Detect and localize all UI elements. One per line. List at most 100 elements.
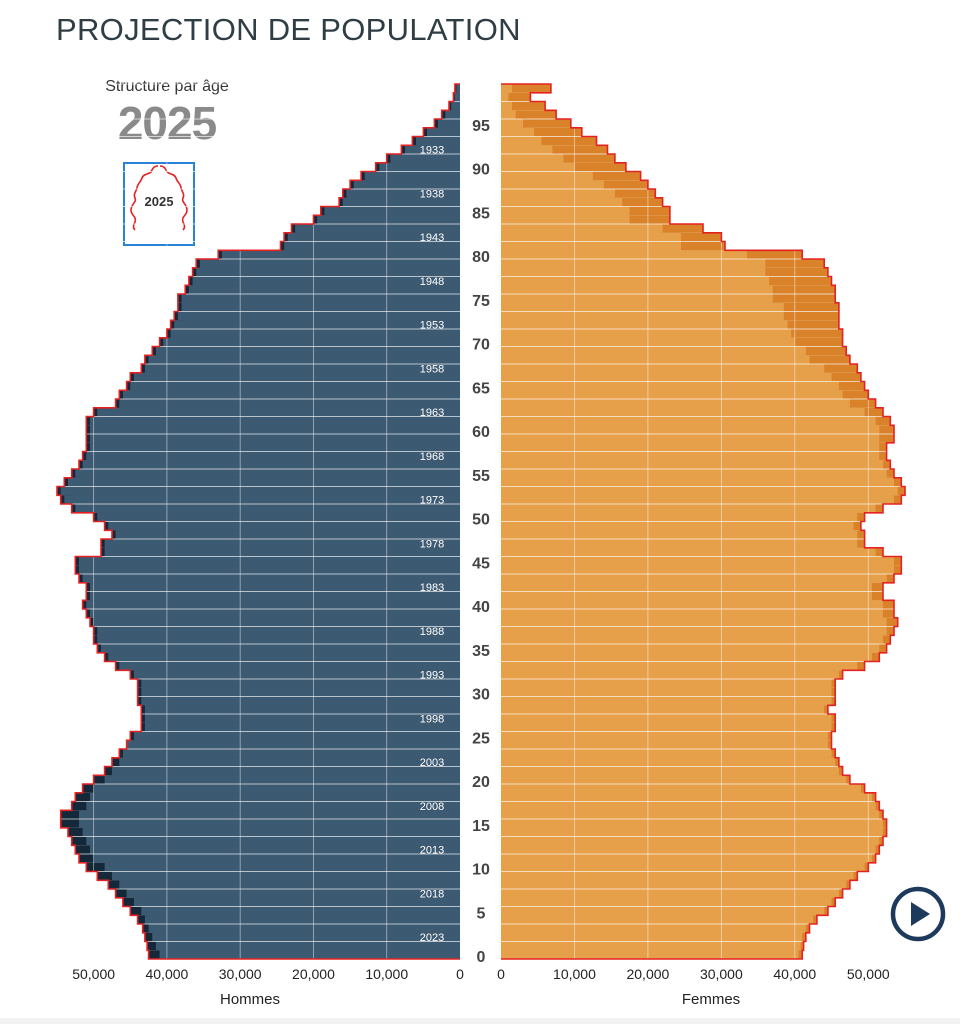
bar-hommes-age-99 — [456, 84, 460, 93]
bar-hommes-age-75 — [181, 294, 460, 303]
bar-hommes-age-98 — [454, 92, 460, 102]
bar-hommes-age-29 — [141, 696, 460, 706]
bar-hommes-age-11 — [93, 854, 461, 863]
outline-femmes — [501, 83, 906, 960]
bar-femmes-age-27 — [501, 714, 832, 723]
bar-hommes-age-59 — [89, 434, 461, 443]
birth-year-label: 2023 — [420, 932, 444, 944]
bar-femmes-age-17 — [501, 801, 876, 811]
bar-femmes-age-72 — [501, 320, 788, 329]
bar-hommes-age-46 — [104, 547, 461, 557]
bar-hommes-age-10 — [104, 862, 461, 872]
bar-femmes-age-75 — [501, 294, 773, 303]
age-tick-label: 50 — [472, 512, 490, 529]
bar-femmes-age-34 — [501, 652, 872, 662]
birth-year-label: 1948 — [420, 276, 444, 288]
bar-hommes-age-57 — [86, 451, 461, 461]
age-tick-label: 80 — [472, 249, 490, 266]
xlabel-hommes: Hommes — [220, 991, 280, 1008]
bar-femmes-age-65 — [501, 381, 839, 391]
play-triangle-icon — [911, 902, 930, 926]
age-tick-label: 60 — [472, 424, 490, 441]
bar-hommes-age-6 — [133, 897, 460, 907]
bar-hommes-age-83 — [295, 224, 460, 233]
bar-femmes-age-78 — [501, 267, 766, 277]
bar-femmes-age-20 — [501, 775, 847, 784]
bar-hommes-age-66 — [133, 372, 460, 382]
bar-femmes-age-74 — [501, 302, 784, 312]
bar-femmes-age-88 — [501, 180, 604, 189]
bar-femmes-age-85 — [501, 206, 630, 216]
mini-pyramid-thumbnail[interactable]: 2025 — [123, 162, 195, 246]
bar-hommes-age-38 — [93, 617, 461, 627]
bar-femmes-age-15 — [501, 819, 883, 828]
bar-hommes-age-73 — [177, 311, 460, 321]
bar-femmes-age-83 — [501, 224, 663, 233]
bar-hommes-age-79 — [199, 259, 460, 268]
bar-hommes-age-31 — [141, 679, 460, 688]
bar-femmes-age-28 — [501, 705, 825, 714]
bar-hommes-age-23 — [122, 749, 460, 758]
birth-year-label: 1963 — [420, 407, 444, 419]
bar-hommes-age-60 — [89, 425, 461, 434]
bar-hommes-age-72 — [174, 320, 460, 329]
bar-hommes-age-17 — [86, 801, 461, 811]
mini-pyramid-outline — [130, 165, 188, 231]
bar-femmes-age-21 — [501, 766, 839, 776]
bar-hommes-age-30 — [141, 687, 460, 697]
age-tick-label: 95 — [472, 118, 490, 135]
bar-femmes-age-56 — [501, 460, 883, 469]
bar-hommes-age-8 — [119, 880, 461, 889]
bar-femmes-age-1 — [501, 941, 801, 951]
x-tick-label-hommes: 20,000 — [292, 966, 335, 982]
bar-hommes-age-28 — [144, 705, 460, 714]
bar-femmes-age-37 — [501, 626, 887, 636]
bar-hommes-age-13 — [86, 836, 461, 846]
bar-femmes-age-8 — [501, 880, 847, 889]
bar-hommes-age-22 — [119, 757, 461, 767]
x-tick-label-femmes: 40,000 — [773, 966, 816, 982]
x-tick-label-femmes: 10,000 — [553, 966, 596, 982]
bar-femmes-age-39 — [501, 609, 883, 618]
bar-femmes-age-36 — [501, 635, 883, 644]
bar-hommes-age-43 — [82, 574, 461, 583]
bar-hommes-age-86 — [342, 197, 460, 207]
age-tick-label: 65 — [472, 380, 490, 397]
bar-hommes-age-51 — [75, 504, 461, 513]
bar-femmes-age-44 — [501, 565, 894, 574]
bar-hommes-age-24 — [126, 740, 460, 749]
bar-femmes-age-54 — [501, 477, 894, 487]
bar-hommes-age-20 — [104, 775, 461, 784]
bar-hommes-age-71 — [170, 329, 460, 338]
bar-hommes-age-58 — [89, 442, 461, 452]
x-tick-label-hommes: 50,000 — [72, 966, 115, 982]
bar-femmes-age-4 — [501, 915, 814, 924]
bar-femmes-age-41 — [501, 591, 872, 601]
bar-femmes-proj-age-95 — [501, 119, 571, 128]
bar-femmes-age-79 — [501, 259, 766, 268]
bar-femmes-age-14 — [501, 827, 883, 837]
bar-femmes-age-97 — [501, 101, 513, 111]
bar-hommes-age-33 — [119, 661, 461, 671]
bar-femmes-age-47 — [501, 539, 858, 548]
x-tick-label-hommes: 40,000 — [145, 966, 188, 982]
bar-femmes-age-69 — [501, 346, 806, 356]
bar-femmes-age-98 — [501, 92, 509, 102]
bar-femmes-age-80 — [501, 250, 748, 259]
bar-femmes-age-66 — [501, 372, 832, 382]
bar-femmes-proj-age-93 — [501, 136, 597, 146]
bar-femmes-age-49 — [501, 521, 854, 531]
bar-hommes-age-74 — [181, 302, 460, 312]
bar-hommes-age-5 — [141, 906, 460, 916]
bar-hommes-age-26 — [144, 722, 460, 732]
bar-hommes-age-76 — [188, 285, 460, 294]
bar-hommes-age-32 — [133, 670, 460, 679]
bar-hommes-age-94 — [427, 127, 460, 137]
bar-femmes-proj-age-92 — [501, 145, 608, 154]
bar-hommes-age-21 — [111, 766, 461, 776]
bar-femmes-age-52 — [501, 495, 894, 504]
play-button[interactable] — [890, 886, 946, 942]
bar-hommes-age-80 — [221, 250, 460, 259]
bar-hommes-age-55 — [75, 469, 461, 478]
